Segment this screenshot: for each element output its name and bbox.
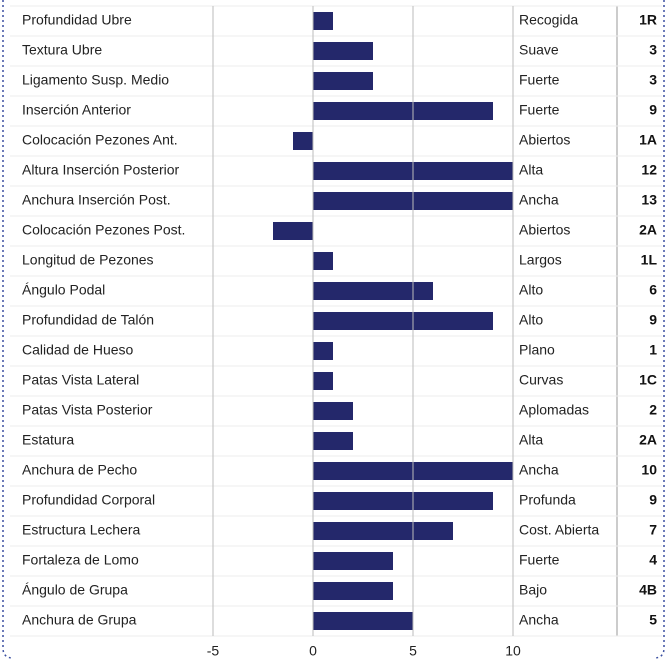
score: 3 [649,72,657,88]
score: 9 [649,102,657,118]
category-label: Colocación Pezones Ant. [22,132,178,148]
bar [313,72,373,90]
descriptor: Curvas [519,372,563,388]
x-tick-label: 10 [505,643,521,659]
category-label: Patas Vista Posterior [22,402,153,418]
descriptor: Ancha [519,462,559,478]
descriptor: Alta [519,432,543,448]
descriptor: Recogida [519,12,578,28]
category-label: Longitud de Pezones [22,252,154,268]
score: 10 [641,462,657,478]
bar [313,522,453,540]
descriptor: Suave [519,42,559,58]
descriptor: Fuerte [519,552,560,568]
category-label: Estatura [22,432,74,448]
descriptor: Bajo [519,582,547,598]
category-label: Profundidad Corporal [22,492,155,508]
x-tick-label: -5 [207,643,220,659]
score: 2A [639,222,657,238]
category-label: Colocación Pezones Post. [22,222,185,238]
category-label: Anchura de Grupa [22,612,137,628]
descriptor: Abiertos [519,222,570,238]
score: 2 [649,402,657,418]
score: 2A [639,432,657,448]
descriptor: Aplomadas [519,402,589,418]
score: 12 [641,162,657,178]
category-label: Profundidad de Talón [22,312,154,328]
descriptor: Largos [519,252,562,268]
bar [313,492,493,510]
score: 9 [649,312,657,328]
category-label: Estructura Lechera [22,522,140,538]
bar [313,162,513,180]
bar [273,222,313,240]
category-label: Ángulo Podal [22,282,105,298]
bar [313,252,333,270]
score: 5 [649,612,657,628]
score: 7 [649,522,657,538]
score: 1R [639,12,657,28]
category-label: Patas Vista Lateral [22,372,139,388]
bar [313,552,393,570]
score: 1L [641,252,658,268]
bar [313,582,393,600]
category-label: Calidad de Hueso [22,342,134,358]
category-label: Profundidad Ubre [22,12,132,28]
bar [313,282,433,300]
bar [313,342,333,360]
x-tick-label: 0 [309,643,317,659]
bar [313,402,353,420]
descriptor: Plano [519,342,555,358]
descriptor: Alto [519,312,543,328]
descriptor: Ancha [519,612,559,628]
category-label: Anchura Inserción Post. [22,192,171,208]
score: 1C [639,372,657,388]
score: 4B [639,582,657,598]
descriptor: Alta [519,162,543,178]
bar [313,372,333,390]
x-tick-label: 5 [409,643,417,659]
descriptor: Profunda [519,492,576,508]
category-label: Anchura de Pecho [22,462,137,478]
category-label: Textura Ubre [22,42,102,58]
bar [313,312,493,330]
bar [313,42,373,60]
descriptor: Cost. Abierta [519,522,599,538]
bar [313,432,353,450]
bar [313,612,413,630]
category-label: Inserción Anterior [22,102,131,118]
category-label: Altura Inserción Posterior [22,162,180,178]
bar [313,12,333,30]
category-label: Fortaleza de Lomo [22,552,139,568]
score: 9 [649,492,657,508]
descriptor: Alto [519,282,543,298]
bar [313,102,493,120]
score: 6 [649,282,657,298]
score: 13 [641,192,657,208]
descriptor: Fuerte [519,102,560,118]
bar [293,132,313,150]
score: 4 [649,552,657,568]
score: 3 [649,42,657,58]
category-label: Ángulo de Grupa [22,582,128,598]
score: 1A [639,132,657,148]
descriptor: Abiertos [519,132,570,148]
descriptor: Fuerte [519,72,560,88]
descriptor: Ancha [519,192,559,208]
score: 1 [649,342,657,358]
category-label: Ligamento Susp. Medio [22,72,169,88]
